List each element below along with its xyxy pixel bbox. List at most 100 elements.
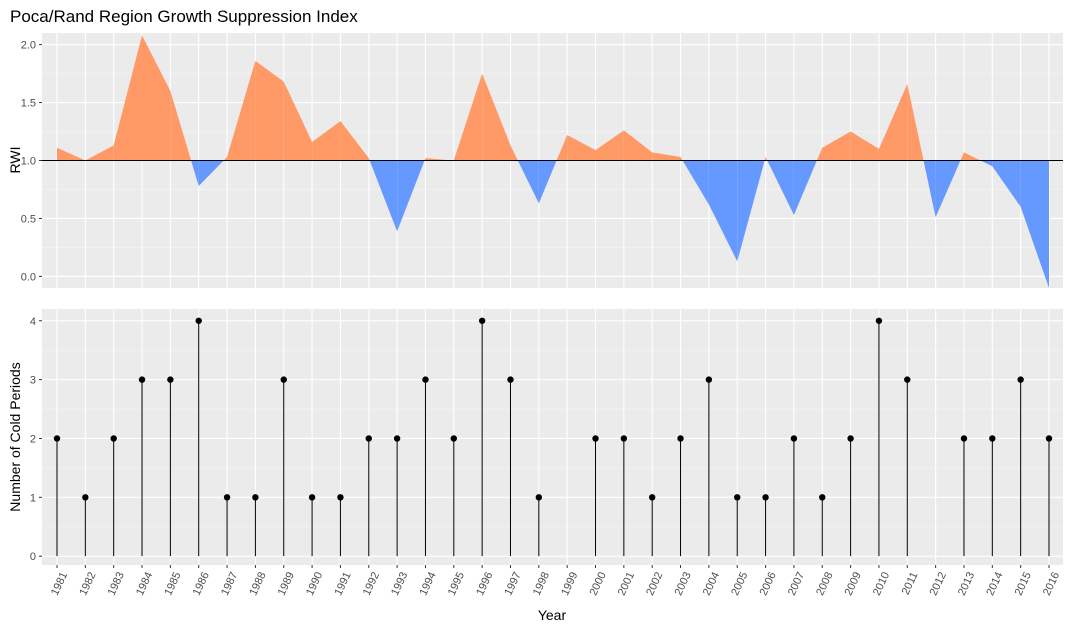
x-tick-label: 2016 (1041, 570, 1062, 597)
rwi-area-above (57, 147, 86, 161)
lollipop-point (847, 435, 854, 442)
lollipop-point (904, 376, 911, 383)
rwi-area-above (652, 152, 681, 161)
x-tick-label: 1985 (162, 570, 183, 597)
rwi-area-above (764, 157, 766, 161)
x-tick-label: 2008 (814, 570, 835, 597)
rwi-area-above (623, 130, 653, 161)
y-tick-label: 0.5 (21, 213, 36, 225)
rwi-area-above (850, 131, 879, 161)
rwi-area-below (517, 160, 539, 204)
lollipop-point (422, 376, 429, 383)
rwi-area-above (227, 60, 256, 161)
rwi-area-above (960, 152, 964, 161)
lollipop-point (393, 435, 401, 442)
x-tick-label: 1981 (49, 570, 70, 597)
x-tick-label: 1997 (503, 570, 524, 597)
bottom-y-axis-title: Number of Cold Periods (7, 362, 23, 511)
lollipop-point (223, 494, 231, 501)
x-tick-label: 1993 (389, 570, 410, 597)
x-tick-label: 1988 (247, 570, 268, 597)
x-tick-label: 1987 (219, 570, 240, 597)
rwi-area-fills (57, 35, 1049, 288)
x-tick-label: 2014 (984, 570, 1005, 597)
lollipop-point (592, 435, 599, 442)
rwi-area-below (538, 160, 557, 204)
y-tick-label: 1 (30, 492, 36, 504)
rwi-area-above (878, 84, 908, 161)
rwi-area-above (453, 73, 483, 161)
rwi-area-above (170, 90, 192, 161)
x-tick-label: 2003 (673, 570, 694, 597)
x-tick-label: 2001 (616, 570, 637, 597)
rwi-area-above (425, 158, 454, 161)
y-tick-label: 3 (30, 375, 36, 387)
x-tick-label: 2006 (758, 570, 779, 597)
bottom-minor-gridlines (42, 349, 1063, 528)
lollipop-point (875, 317, 883, 324)
rwi-area-above (816, 147, 823, 161)
lollipop-point (705, 376, 713, 383)
rwi-area-below (935, 160, 961, 218)
y-tick-label: 2 (30, 433, 36, 445)
lollipop-point (535, 494, 543, 501)
lollipop-point (252, 494, 259, 501)
x-tick-label: 1990 (304, 570, 325, 597)
rwi-area-above (340, 121, 369, 161)
x-tick-label: 1991 (332, 570, 353, 597)
x-tick-label: 2007 (786, 570, 807, 597)
top-panel: 0.0 0.5 1.0 1.5 2.0 RWI (7, 33, 1063, 288)
top-y-ticks: 0.0 0.5 1.0 1.5 2.0 (21, 40, 42, 283)
lollipop-point (819, 494, 826, 501)
rwi-area-above (223, 157, 228, 161)
x-tick-label: 1998 (531, 570, 552, 597)
rwi-area-above (510, 145, 518, 161)
top-y-axis-title: RWI (7, 147, 23, 174)
lollipop-point (365, 435, 372, 442)
lollipop-point (53, 435, 61, 442)
x-tick-label: 2009 (843, 570, 864, 597)
x-tick-label: 2012 (928, 570, 949, 597)
rwi-area-above (85, 145, 114, 161)
x-tick-label: 1999 (559, 570, 580, 597)
x-tick-label: 1983 (106, 570, 127, 597)
x-tick-label: 2004 (701, 570, 722, 597)
bottom-panel-background (42, 309, 1063, 565)
rwi-area-below (191, 160, 199, 186)
x-tick-label: 1984 (134, 570, 155, 597)
rwi-area-below (369, 160, 398, 232)
x-tick-label: 1992 (361, 570, 382, 597)
rwi-area-below (737, 160, 765, 262)
x-tick-label: 1989 (276, 570, 297, 597)
rwi-area-below (992, 160, 1021, 207)
rwi-area-below (793, 160, 817, 215)
lollipop-point (1045, 435, 1053, 442)
lollipop-point (677, 435, 684, 442)
year-x-ticks: 1981 1982 1983 1984 1985 1986 1987 1988 1989 1990… (49, 565, 1062, 598)
rwi-area-below (923, 160, 936, 218)
x-tick-label: 2002 (644, 570, 665, 597)
rwi-area-below (708, 160, 738, 262)
lollipop-point (1017, 376, 1024, 383)
chart-title: Poca/Rand Region Growth Suppression Inde… (10, 7, 358, 26)
rwi-area-above (424, 158, 426, 161)
bottom-y-ticks: 0 1 2 3 4 (30, 316, 42, 563)
rwi-area-above (283, 81, 313, 161)
x-tick-label: 2013 (956, 570, 977, 597)
lollipop-point (790, 435, 798, 442)
x-tick-label: 2005 (729, 570, 750, 597)
rwi-area-above (482, 73, 511, 161)
rwi-area-above (368, 158, 370, 161)
lollipop-point (960, 435, 968, 442)
lollipop-point (280, 376, 287, 383)
rwi-area-above (556, 135, 568, 161)
y-tick-label: 1.0 (21, 156, 36, 168)
rwi-area-below (980, 160, 993, 167)
y-tick-label: 0.0 (21, 271, 36, 283)
lollipop-point (734, 494, 741, 501)
lollipop-point (82, 494, 89, 501)
rwi-area-above (255, 60, 284, 161)
lollipop-point (195, 317, 202, 324)
